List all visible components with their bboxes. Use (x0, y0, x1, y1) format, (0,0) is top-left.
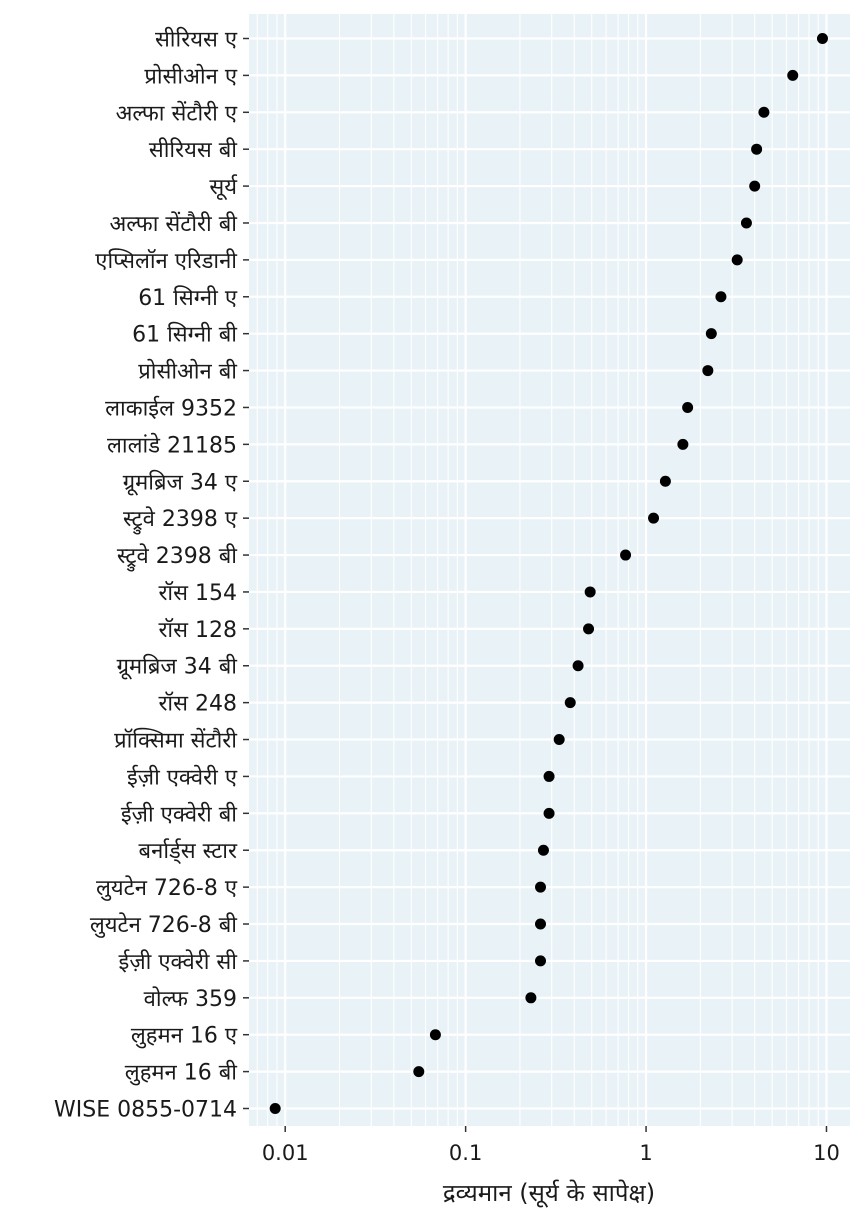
data-point (413, 1066, 425, 1078)
data-point (535, 918, 547, 930)
data-point (705, 328, 717, 340)
data-points (269, 33, 828, 1114)
y-tick-label: लुयटेन 726-8 ए (96, 875, 238, 901)
y-tick-label: स्ट्रुवे 2398 बी (117, 543, 237, 572)
y-tick-label: सीरियस ए (155, 27, 238, 53)
y-tick-label: अल्फा सेंटौरी ए (116, 100, 238, 126)
x-axis-ticks: 0.01 0.1 1 10 (262, 1126, 840, 1165)
y-tick-label: एप्सिलॉन एरिडानी (95, 248, 237, 274)
data-point (525, 992, 537, 1004)
data-point (572, 660, 584, 672)
y-axis-ticks: सीरियस ए प्रोसीओन ए अल्फा सेंटौरी ए सीरियस … (54, 27, 249, 1123)
y-tick-label: 61 सिग्नी ए (138, 285, 238, 311)
y-tick-label: लुहमन 16 ए (131, 1024, 238, 1049)
y-tick-label: 61 सिग्नी बी (132, 322, 237, 348)
y-tick-label: ग्रूमब्रिज 34 बी (117, 654, 238, 681)
y-tick-label: लालांडे 21185 (107, 432, 237, 458)
plot-panel (249, 14, 850, 1126)
y-tick-label: प्रोसीओन बी (138, 359, 237, 385)
y-tick-label: सीरियस बी (149, 137, 237, 163)
data-point (269, 1103, 281, 1114)
data-point (584, 586, 596, 598)
y-tick-label: ग्रूमब्रिज 34 ए (123, 469, 238, 496)
data-point (715, 291, 727, 303)
data-point (648, 512, 660, 524)
data-point (731, 254, 743, 266)
y-tick-label: वोल्फ 359 (144, 986, 237, 1012)
data-point (537, 844, 549, 856)
y-tick-label: बर्नार्ड्स स्टार (139, 838, 238, 864)
y-tick-label: स्ट्रुवे 2398 ए (123, 506, 238, 535)
y-tick-label: सूर्य (209, 174, 238, 201)
data-point (583, 623, 595, 635)
x-tick-label: 1 (639, 1141, 652, 1165)
y-tick-label: ईज़ी एक्वेरी ए (127, 764, 238, 790)
x-axis-title: द्रव्यमान (सूर्य के सापेक्ष) (443, 1179, 655, 1208)
data-point (787, 69, 799, 81)
x-tick-label: 0.1 (449, 1141, 482, 1165)
data-point (677, 438, 689, 450)
y-tick-label: रॉस 248 (158, 691, 237, 717)
y-tick-label: प्रॉक्सिमा सेंटौरी (114, 728, 237, 754)
data-point (543, 807, 555, 819)
data-point (535, 881, 547, 893)
y-tick-label: ईज़ी एक्वेरी सी (119, 949, 238, 975)
data-point (702, 365, 714, 377)
x-tick-label: 10 (813, 1141, 840, 1165)
data-point (620, 549, 632, 561)
x-tick-label: 0.01 (262, 1141, 309, 1165)
y-tick-label: ईज़ी एक्वेरी बी (121, 801, 237, 827)
data-point (749, 180, 761, 192)
data-point (740, 217, 752, 229)
data-point (816, 33, 828, 44)
data-point (682, 401, 694, 413)
y-tick-label: WISE 0855-0714 (54, 1098, 237, 1123)
minor-gridlines (256, 14, 819, 1126)
data-point (564, 697, 576, 709)
data-point (751, 143, 763, 155)
y-tick-label: लुयटेन 726-8 बी (90, 912, 237, 938)
y-tick-label: लाकाईल 9352 (105, 395, 237, 421)
data-point (553, 734, 565, 746)
y-tick-label: लुहमन 16 बी (125, 1060, 238, 1086)
data-point (429, 1029, 441, 1041)
y-tick-label: रॉस 154 (158, 580, 237, 606)
data-point (758, 106, 770, 118)
data-point (543, 770, 555, 782)
data-point (535, 955, 547, 967)
y-tick-label: अल्फा सेंटौरी बी (109, 211, 237, 237)
y-tick-label: प्रोसीओन ए (144, 63, 237, 89)
y-tick-label: रॉस 128 (158, 617, 237, 643)
data-point (659, 475, 671, 487)
